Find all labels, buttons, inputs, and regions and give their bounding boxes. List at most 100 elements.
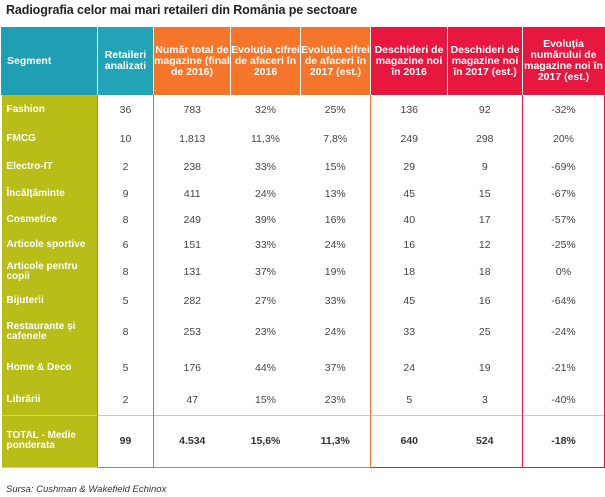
table-row: Restaurante și cafenele 8 253 23% 24% 33…: [1, 314, 605, 350]
header-evolutie-2016: Evoluția cifrei de afaceri în 2016: [230, 27, 301, 95]
cell: 8: [97, 314, 154, 350]
total-cell: 640: [370, 414, 448, 468]
cell: 136: [370, 95, 448, 124]
cell: 8: [97, 207, 154, 233]
cell: 2: [97, 153, 154, 180]
header-deschideri-2016: Deschideri de magazine noi în 2016: [370, 27, 448, 95]
cell: 16%: [300, 207, 371, 233]
cell: 24%: [300, 314, 371, 350]
cell: 3: [447, 386, 523, 415]
row-segment: Fashion: [1, 95, 98, 124]
cell: 24%: [230, 180, 301, 207]
cell: 29: [370, 153, 448, 180]
row-segment: Cosmetice: [1, 207, 98, 233]
header-retaileri: Retaileri analizati: [97, 27, 154, 95]
row-segment: Librării: [1, 386, 98, 415]
page-title: Radiografia celor mai mari retaileri din…: [6, 3, 358, 17]
table-row: Articole pentru copii 8 131 37% 19% 18 1…: [1, 257, 605, 287]
cell: 17: [447, 207, 523, 233]
cell: 47: [153, 386, 231, 415]
cell: 18: [370, 257, 448, 287]
cell: 9: [97, 180, 154, 207]
cell: 33%: [230, 153, 301, 180]
cell: 411: [153, 180, 231, 207]
cell: -69%: [522, 153, 605, 180]
cell: 13%: [300, 180, 371, 207]
cell: 783: [153, 95, 231, 124]
total-label: TOTAL - Medie ponderata: [1, 414, 98, 468]
cell: 33%: [300, 287, 371, 314]
table-row: Bijuterii 5 282 27% 33% 45 16 -64%: [1, 287, 605, 314]
row-segment: Electro-IT: [1, 153, 98, 180]
cell: 27%: [230, 287, 301, 314]
cell: 33: [370, 314, 448, 350]
cell: 151: [153, 233, 231, 257]
cell: 24: [370, 350, 448, 386]
cell: 2: [97, 386, 154, 415]
cell: 16: [370, 233, 448, 257]
cell: -24%: [522, 314, 605, 350]
cell: 33%: [230, 233, 301, 257]
table-row: FMCG 10 1.813 11,3% 7,8% 249 298 20%: [1, 124, 605, 153]
cell: -64%: [522, 287, 605, 314]
cell: 8: [97, 257, 154, 287]
table-row: Librării 2 47 15% 23% 5 3 -40%: [1, 386, 605, 415]
table-row: Electro-IT 2 238 33% 15% 29 9 -69%: [1, 153, 605, 180]
row-segment: Articole sportive: [1, 233, 98, 257]
table-header-row: Segment Retaileri analizati Număr total …: [1, 27, 605, 95]
cell: 10: [97, 124, 154, 153]
cell: -25%: [522, 233, 605, 257]
cell: 15%: [230, 386, 301, 415]
header-numar-magazine: Număr total de magazine (final de 2016): [153, 27, 231, 95]
cell: 131: [153, 257, 231, 287]
cell: -32%: [522, 95, 605, 124]
table-total-row: TOTAL - Medie ponderata 99 4.534 15,6% 1…: [1, 414, 605, 468]
table-row: Home & Deco 5 176 44% 37% 24 19 -21%: [1, 350, 605, 386]
cell: 37%: [300, 350, 371, 386]
cell: 0%: [522, 257, 605, 287]
header-segment: Segment: [1, 27, 98, 95]
total-cell: 4.534: [153, 414, 231, 468]
cell: 40: [370, 207, 448, 233]
table-row: Încălțăminte 9 411 24% 13% 45 15 -67%: [1, 180, 605, 207]
row-segment: Bijuterii: [1, 287, 98, 314]
cell: 5: [97, 287, 154, 314]
row-segment: Articole pentru copii: [1, 257, 98, 287]
cell: -40%: [522, 386, 605, 415]
cell: 1.813: [153, 124, 231, 153]
cell: 16: [447, 287, 523, 314]
cell: 37%: [230, 257, 301, 287]
row-segment: Încălțăminte: [1, 180, 98, 207]
cell: 45: [370, 180, 448, 207]
cell: 19: [447, 350, 523, 386]
cell: -21%: [522, 350, 605, 386]
header-evolutie-numar: Evoluția numărului de magazine noi în 20…: [522, 27, 605, 95]
cell: 7,8%: [300, 124, 371, 153]
cell: 11,3%: [230, 124, 301, 153]
cell: 12: [447, 233, 523, 257]
cell: 298: [447, 124, 523, 153]
total-cell: -18%: [522, 414, 605, 468]
table-row: Cosmetice 8 249 39% 16% 40 17 -57%: [1, 207, 605, 233]
row-segment: Home & Deco: [1, 350, 98, 386]
row-segment: Restaurante și cafenele: [1, 314, 98, 350]
source-note: Sursa: Cushman & Wakefield Echinox: [6, 484, 167, 495]
cell: 25%: [300, 95, 371, 124]
cell: 18: [447, 257, 523, 287]
cell: 238: [153, 153, 231, 180]
cell: 19%: [300, 257, 371, 287]
cell: 249: [153, 207, 231, 233]
cell: 15: [447, 180, 523, 207]
cell: 23%: [300, 386, 371, 415]
retail-table: Segment Retaileri analizati Număr total …: [1, 27, 605, 468]
cell: 25: [447, 314, 523, 350]
total-cell: 99: [97, 414, 154, 468]
cell: 176: [153, 350, 231, 386]
cell: 282: [153, 287, 231, 314]
cell: 39%: [230, 207, 301, 233]
cell: 253: [153, 314, 231, 350]
row-segment: FMCG: [1, 124, 98, 153]
cell: 20%: [522, 124, 605, 153]
cell: 5: [97, 350, 154, 386]
cell: 23%: [230, 314, 301, 350]
